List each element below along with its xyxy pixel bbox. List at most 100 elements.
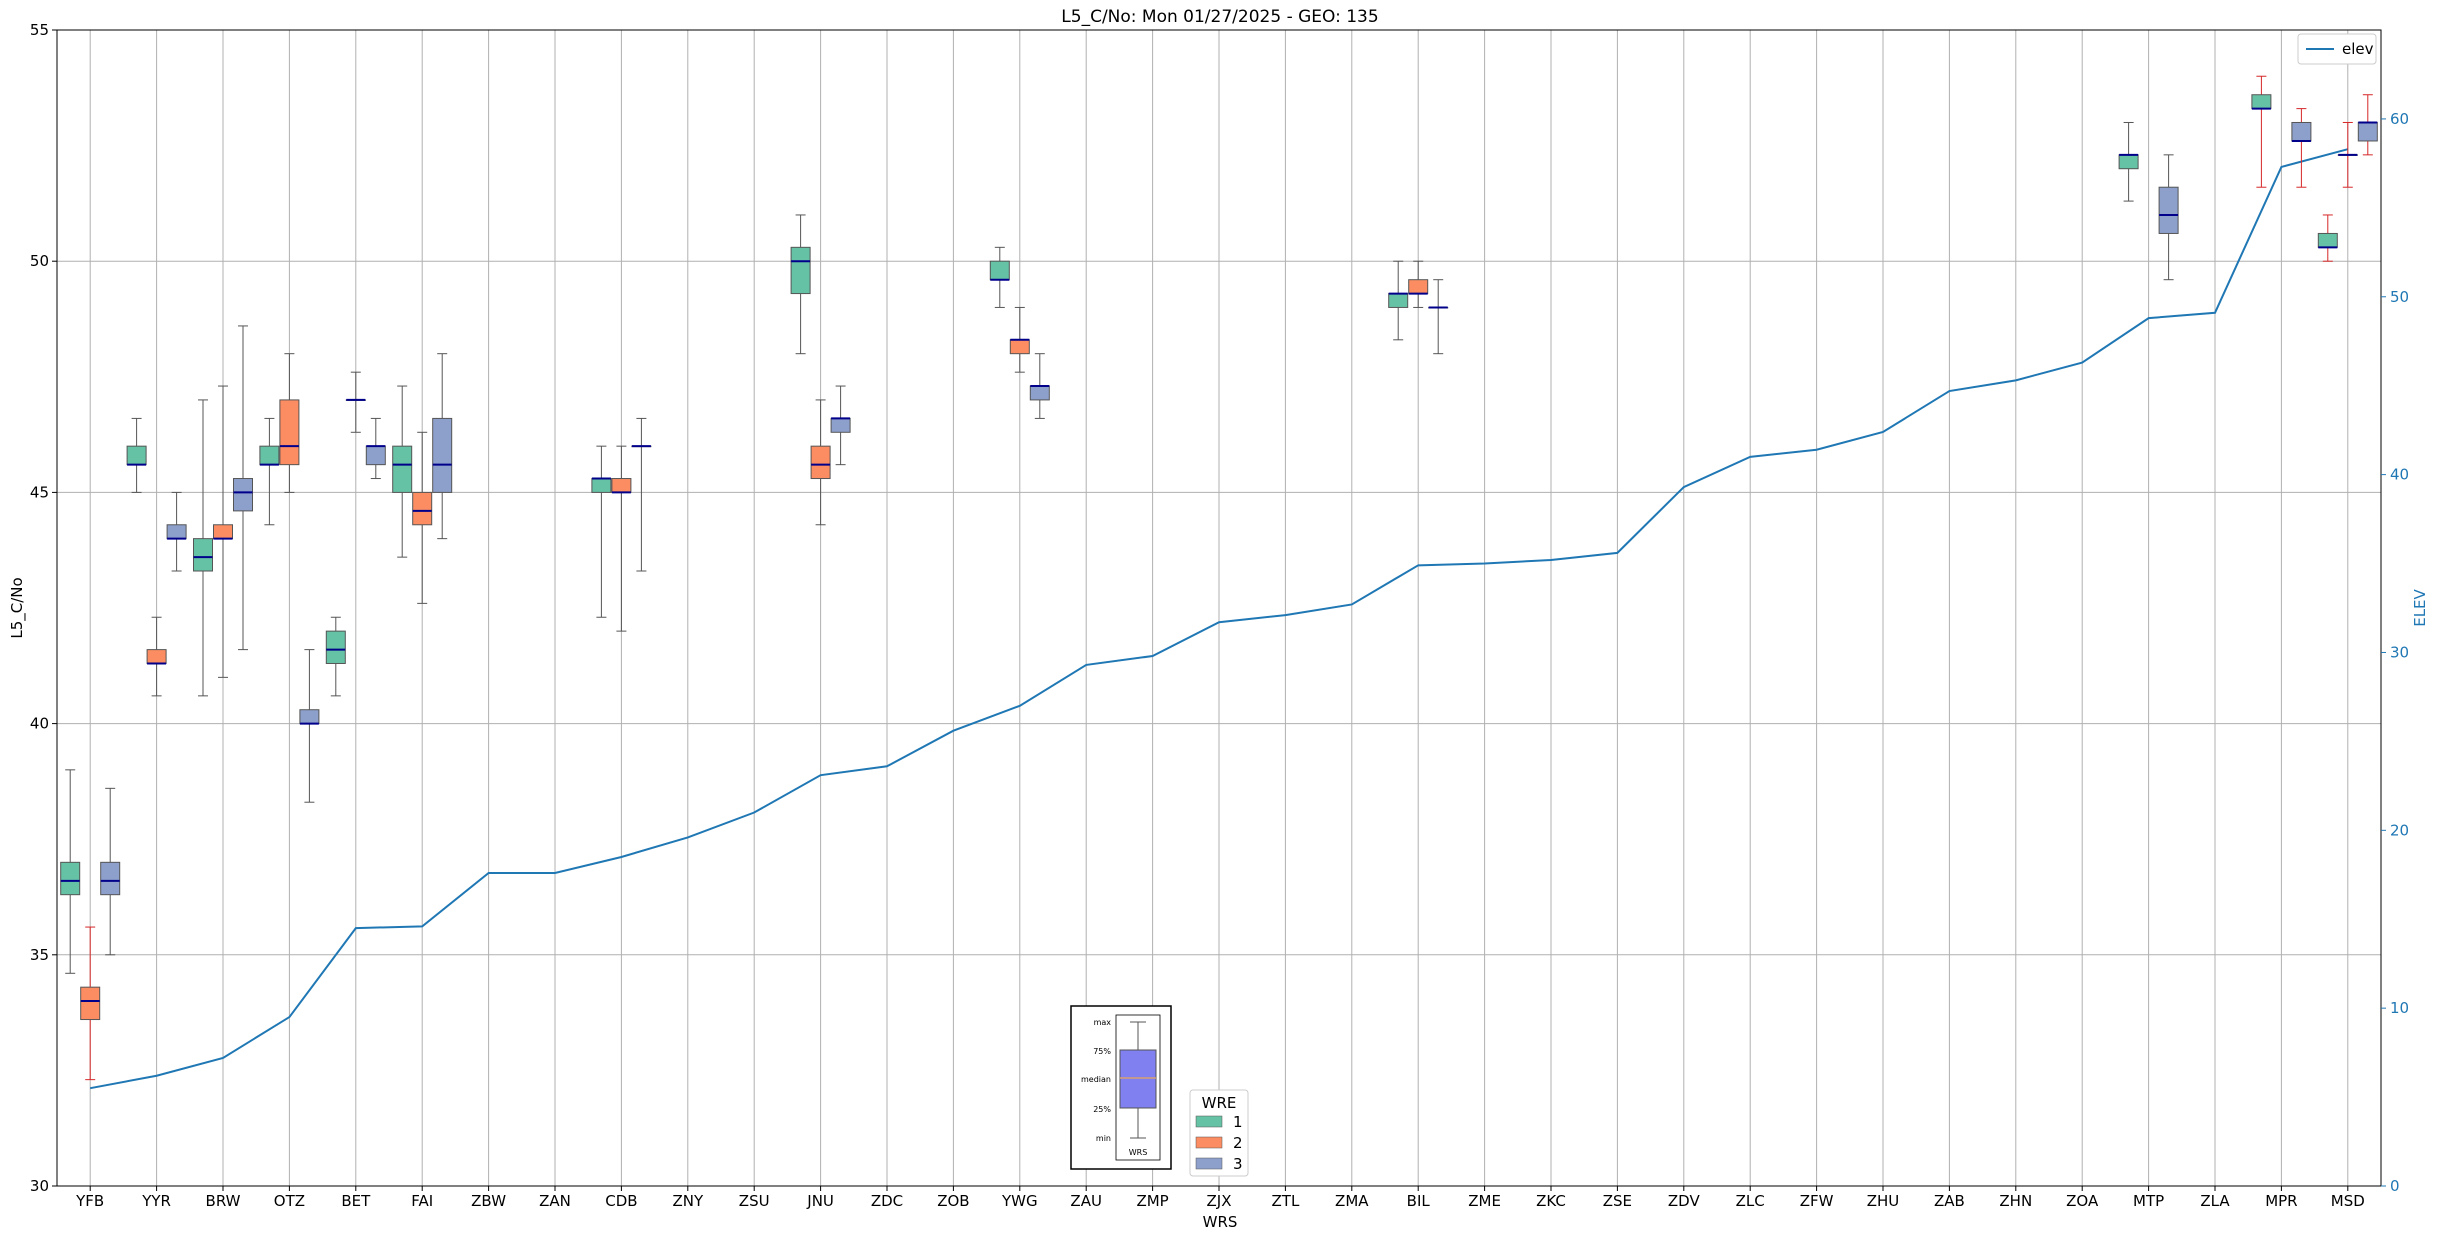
y-tick-label: 45	[30, 483, 49, 501]
box-body	[193, 538, 213, 572]
box-ywg-wre2	[1009, 306, 1030, 373]
box-bil-wre1	[1388, 260, 1409, 341]
x-tick-label: ZDV	[1668, 1192, 1701, 1210]
box-body	[611, 478, 632, 493]
y2-tick-label: 50	[2390, 288, 2409, 306]
x-tick-label: ZAN	[539, 1192, 571, 1210]
y-tick-label: 40	[30, 715, 49, 733]
x-tick-label: YYR	[141, 1192, 171, 1210]
box-body	[830, 417, 851, 433]
box-bet-wre1	[325, 616, 346, 697]
box-body	[1408, 279, 1429, 295]
x-tick-label: ZHU	[1867, 1192, 1900, 1210]
wre-legend-label-3: 3	[1233, 1155, 1243, 1173]
box-msd-wre3	[2357, 94, 2378, 156]
elev-legend-label: elev	[2342, 40, 2374, 58]
key-label-q1: 25%	[1093, 1105, 1111, 1114]
x-axis-label: WRS	[1203, 1213, 1238, 1231]
x-tick-label: BET	[341, 1192, 371, 1210]
box-fai-wre3	[432, 353, 453, 540]
box-body	[100, 861, 121, 896]
box-body	[989, 260, 1010, 281]
x-axis-ticks: YFB YYR BRW OTZ BET FAI ZBW ZAN CDB ZNY ZSU JNU ZDC Z…	[75, 1186, 2365, 1210]
box-yyr-wre1	[126, 417, 147, 493]
box-layer	[60, 75, 2378, 1081]
box-yyr-wre2	[146, 616, 167, 697]
wre-legend-label-2: 2	[1233, 1134, 1243, 1152]
x-tick-label: ZNY	[672, 1192, 703, 1210]
x-tick-label: ZME	[1468, 1192, 1501, 1210]
box-body	[1388, 293, 1409, 308]
x-tick-label: ZAB	[1934, 1192, 1965, 1210]
wre-legend-swatch-2	[1195, 1136, 1223, 1149]
x-tick-label: BIL	[1407, 1192, 1431, 1210]
box-body	[166, 524, 187, 540]
y2-axis-label: ELEV	[2411, 588, 2429, 626]
box-body	[1009, 339, 1030, 355]
x-tick-label: ZLC	[1736, 1192, 1765, 1210]
wre-legend-label-1: 1	[1233, 1113, 1243, 1131]
elev-line-layer	[90, 148, 2349, 1090]
box-key-inset: max 75% median 25% min WRS	[1070, 1005, 1172, 1170]
y-tick-label: 30	[30, 1177, 49, 1195]
x-tick-label: ZBW	[471, 1192, 506, 1210]
x-tick-label: ZLA	[2200, 1192, 2230, 1210]
box-body	[365, 445, 386, 466]
box-body	[1029, 385, 1050, 401]
box-fai-wre2	[412, 431, 433, 604]
key-xlabel: WRS	[1129, 1148, 1148, 1157]
box-body	[233, 478, 253, 512]
box-body	[325, 630, 346, 664]
elev-series-line	[90, 148, 2349, 1090]
box-body	[146, 649, 167, 664]
box-otz-wre3	[299, 649, 320, 803]
key-label-max: max	[1094, 1018, 1112, 1027]
box-body	[810, 445, 831, 480]
x-tick-label: ZSE	[1603, 1192, 1632, 1210]
y-axis-label: L5_C/No	[8, 577, 27, 638]
chart-title: L5_C/No: Mon 01/27/2025 - GEO: 135	[1061, 7, 1378, 27]
x-tick-label: MPR	[2265, 1192, 2297, 1210]
x-tick-label: JNU	[806, 1192, 834, 1210]
box-cdb-wre1	[591, 445, 612, 618]
x-tick-label: YWG	[1001, 1192, 1038, 1210]
box-bil-wre2	[1408, 260, 1429, 308]
x-tick-label: ZJX	[1207, 1192, 1232, 1210]
box-otz-wre1	[259, 417, 280, 526]
y2-tick-label: 20	[2390, 821, 2409, 839]
x-tick-label: ZKC	[1536, 1192, 1566, 1210]
key-box-inner-frame	[1115, 1014, 1161, 1161]
box-yfb-wre2	[80, 926, 101, 1081]
y-tick-label: 35	[30, 946, 49, 964]
box-ywg-wre1	[989, 246, 1010, 308]
box-bil-wre3	[1428, 279, 1449, 355]
box-cdb-wre2	[611, 445, 632, 632]
box-body	[2357, 121, 2378, 142]
box-body	[432, 417, 453, 493]
box-body	[259, 445, 280, 466]
box-body	[2158, 186, 2179, 234]
box-body	[299, 709, 320, 725]
x-tick-label: FAI	[411, 1192, 433, 1210]
x-tick-label: YFB	[75, 1192, 104, 1210]
y2-axis-ticks: 0 10 20 30 40 50 60	[2381, 110, 2409, 1195]
box-yfb-wre1	[60, 769, 81, 974]
box-yyr-wre3	[166, 491, 187, 572]
elev-legend-frame	[2297, 33, 2377, 65]
box-ywg-wre3	[1029, 353, 1050, 419]
x-tick-label: ZDC	[871, 1192, 903, 1210]
y2-tick-label: 60	[2390, 110, 2409, 128]
y2-tick-label: 30	[2390, 643, 2409, 661]
box-jnu-wre1	[790, 214, 811, 355]
box-bet-wre2	[345, 371, 366, 433]
key-label-min: min	[1096, 1134, 1111, 1143]
box-body	[392, 445, 413, 493]
x-tick-label: ZOA	[2066, 1192, 2099, 1210]
box-body	[2317, 232, 2338, 248]
box-msd-wre2	[2337, 121, 2358, 188]
box-body	[412, 491, 433, 526]
box-mpr-wre3	[2291, 108, 2312, 188]
box-body	[279, 399, 300, 466]
